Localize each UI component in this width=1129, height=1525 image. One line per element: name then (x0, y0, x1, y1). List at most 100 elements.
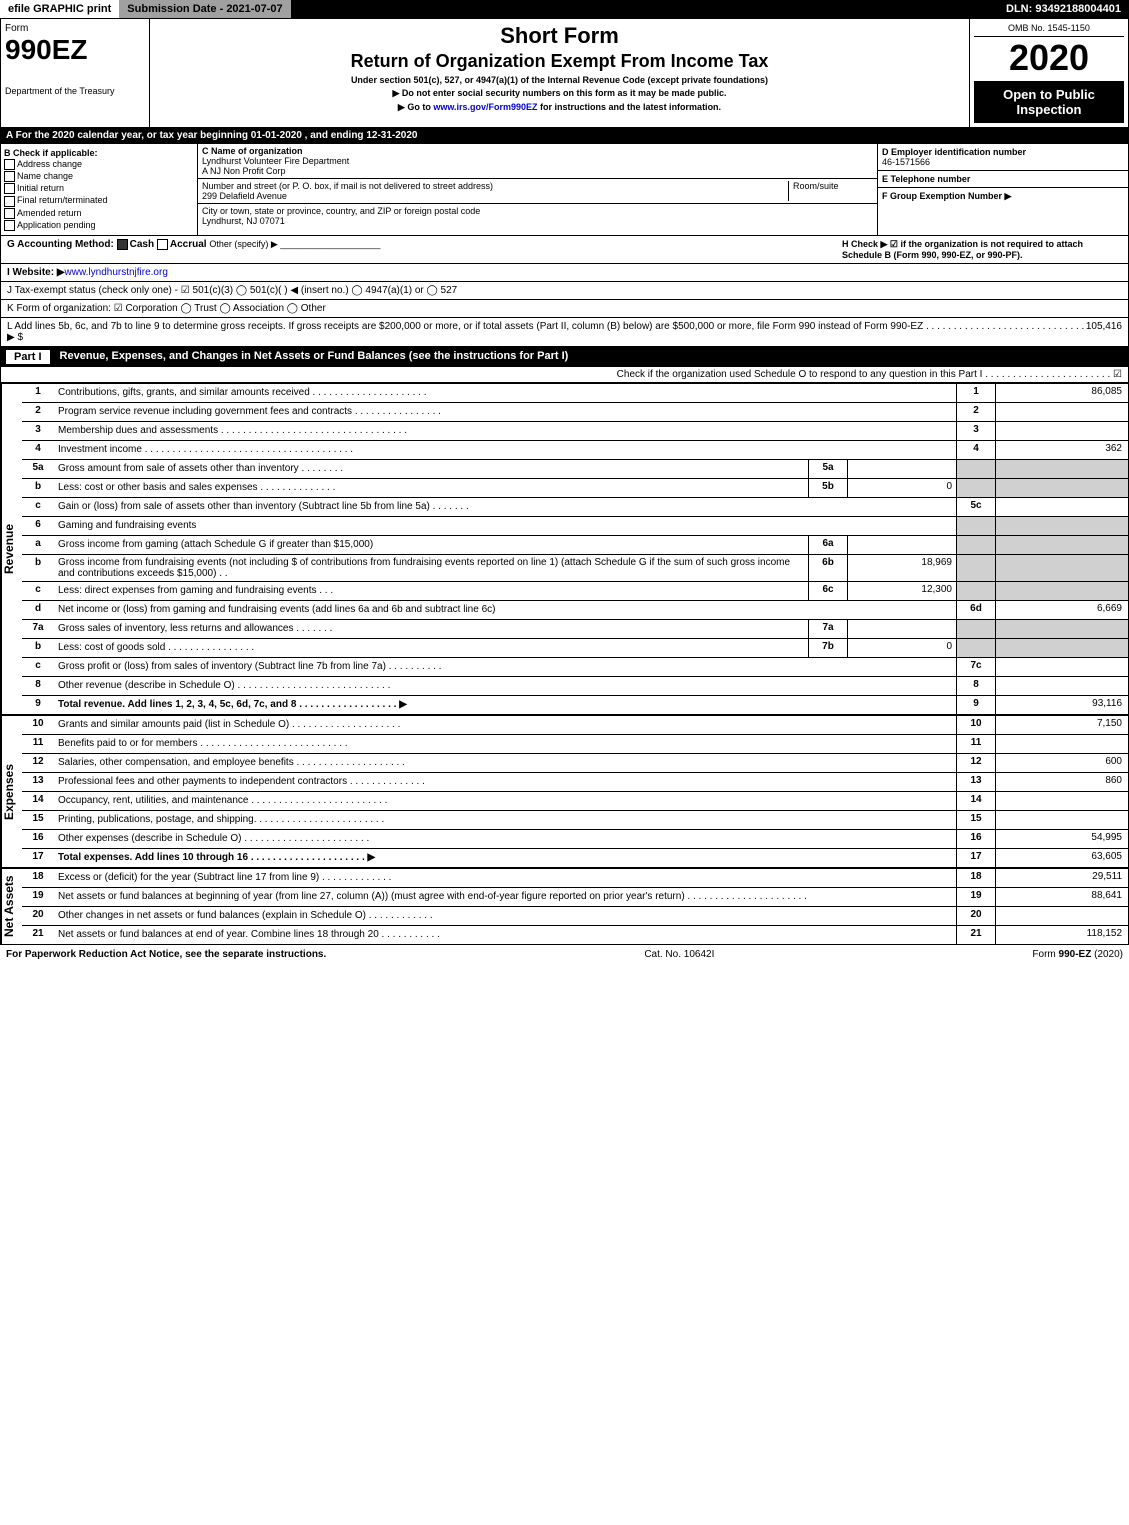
line-rval (995, 555, 1128, 581)
line-rnum (956, 582, 995, 600)
irs-link[interactable]: www.irs.gov/Form990EZ (433, 102, 537, 112)
line-number: a (22, 536, 54, 554)
line-desc: Excess or (deficit) for the year (Subtra… (54, 869, 956, 887)
line-desc: Gross amount from sale of assets other t… (54, 460, 808, 478)
efile-label[interactable]: efile GRAPHIC print (0, 0, 119, 18)
line-rnum: 18 (956, 869, 995, 887)
title-short-form: Short Form (154, 23, 965, 49)
block-b-title: B Check if applicable: (4, 148, 194, 158)
subline-value (847, 536, 956, 554)
line-number: 10 (22, 716, 54, 734)
subline-number: 6c (808, 582, 847, 600)
line-rnum: 8 (956, 677, 995, 695)
line-rnum: 16 (956, 830, 995, 848)
line-number: 14 (22, 792, 54, 810)
subline-number: 7a (808, 620, 847, 638)
opt-address-change[interactable]: Address change (4, 159, 194, 170)
omb-number: OMB No. 1545-1150 (974, 23, 1124, 37)
line-desc: Gain or (loss) from sale of assets other… (54, 498, 956, 516)
line-number: 19 (22, 888, 54, 906)
line-rval (995, 479, 1128, 497)
line-rval: 6,669 (995, 601, 1128, 619)
line-rval: 362 (995, 441, 1128, 459)
form-line: aGross income from gaming (attach Schedu… (22, 535, 1128, 554)
e-label: E Telephone number (882, 174, 1124, 184)
form-line: bLess: cost or other basis and sales exp… (22, 478, 1128, 497)
title-return: Return of Organization Exempt From Incom… (154, 51, 965, 72)
form-line: bLess: cost of goods sold . . . . . . . … (22, 638, 1128, 657)
form-header: Form 990EZ Department of the Treasury Sh… (0, 18, 1129, 128)
form-line: 15Printing, publications, postage, and s… (22, 810, 1128, 829)
line-rval (995, 536, 1128, 554)
subline-number: 6a (808, 536, 847, 554)
line-rnum: 6d (956, 601, 995, 619)
line-number: 5a (22, 460, 54, 478)
form-line: 12Salaries, other compensation, and empl… (22, 753, 1128, 772)
line-rnum (956, 620, 995, 638)
part-i-title: Revenue, Expenses, and Changes in Net As… (60, 350, 569, 364)
g-cash[interactable]: Cash (117, 239, 154, 250)
row-l: L Add lines 5b, 6c, and 7b to line 9 to … (0, 318, 1129, 347)
line-number: 3 (22, 422, 54, 440)
line-rnum: 15 (956, 811, 995, 829)
line-desc: Gross profit or (loss) from sales of inv… (54, 658, 956, 676)
opt-application-pending[interactable]: Application pending (4, 220, 194, 231)
row-k: K Form of organization: ☑ Corporation ◯ … (0, 300, 1129, 318)
line-number: c (22, 582, 54, 600)
form-line: cGain or (loss) from sale of assets othe… (22, 497, 1128, 516)
website-link[interactable]: www.lyndhurstnjfire.org (65, 267, 168, 278)
line-rval (995, 582, 1128, 600)
g-accrual[interactable]: Accrual (157, 239, 207, 250)
line-number: 1 (22, 384, 54, 402)
line-number: 11 (22, 735, 54, 753)
line-rnum: 12 (956, 754, 995, 772)
i-label: I Website: ▶ (7, 267, 65, 278)
opt-amended-return[interactable]: Amended return (4, 208, 194, 219)
opt-initial-return[interactable]: Initial return (4, 183, 194, 194)
form-line: 19Net assets or fund balances at beginni… (22, 887, 1128, 906)
sidelabel-revenue: Revenue (1, 384, 22, 714)
line-desc: Professional fees and other payments to … (54, 773, 956, 791)
line-number: 4 (22, 441, 54, 459)
line-number: 17 (22, 849, 54, 867)
line-rnum: 2 (956, 403, 995, 421)
sidelabel-netassets: Net Assets (1, 869, 22, 944)
line-number: d (22, 601, 54, 619)
sidelabel-expenses: Expenses (1, 716, 22, 867)
g-other[interactable]: Other (specify) ▶ ____________________ (209, 239, 380, 249)
line-rval (995, 907, 1128, 925)
addr-label: Number and street (or P. O. box, if mail… (202, 181, 788, 191)
line-rval (995, 460, 1128, 478)
room-suite: Room/suite (788, 181, 873, 201)
line-rnum: 20 (956, 907, 995, 925)
line-rnum (956, 536, 995, 554)
subtitle-ssn: ▶ Do not enter social security numbers o… (154, 88, 965, 99)
department: Department of the Treasury (5, 86, 145, 96)
line-number: b (22, 639, 54, 657)
form-line: 2Program service revenue including gover… (22, 402, 1128, 421)
line-number: c (22, 658, 54, 676)
topbar: efile GRAPHIC print Submission Date - 20… (0, 0, 1129, 18)
footer-left: For Paperwork Reduction Act Notice, see … (6, 949, 326, 960)
line-rval (995, 498, 1128, 516)
line-number: 15 (22, 811, 54, 829)
form-line: 5aGross amount from sale of assets other… (22, 459, 1128, 478)
line-rnum (956, 460, 995, 478)
footer-right: Form 990-EZ (2020) (1032, 949, 1123, 960)
form-line: 14Occupancy, rent, utilities, and mainte… (22, 791, 1128, 810)
footer-center: Cat. No. 10642I (644, 949, 714, 960)
subline-number: 5a (808, 460, 847, 478)
form-line: 4Investment income . . . . . . . . . . .… (22, 440, 1128, 459)
page-footer: For Paperwork Reduction Act Notice, see … (0, 945, 1129, 964)
subline-value: 0 (847, 479, 956, 497)
line-desc: Investment income . . . . . . . . . . . … (54, 441, 956, 459)
line-rval: 63,605 (995, 849, 1128, 867)
line-desc: Contributions, gifts, grants, and simila… (54, 384, 956, 402)
line-desc: Occupancy, rent, utilities, and maintena… (54, 792, 956, 810)
opt-final-return[interactable]: Final return/terminated (4, 195, 194, 206)
d-label: D Employer identification number (882, 147, 1124, 157)
subline-value: 12,300 (847, 582, 956, 600)
opt-name-change[interactable]: Name change (4, 171, 194, 182)
line-desc: Gross income from gaming (attach Schedul… (54, 536, 808, 554)
submission-date: Submission Date - 2021-07-07 (119, 0, 290, 18)
